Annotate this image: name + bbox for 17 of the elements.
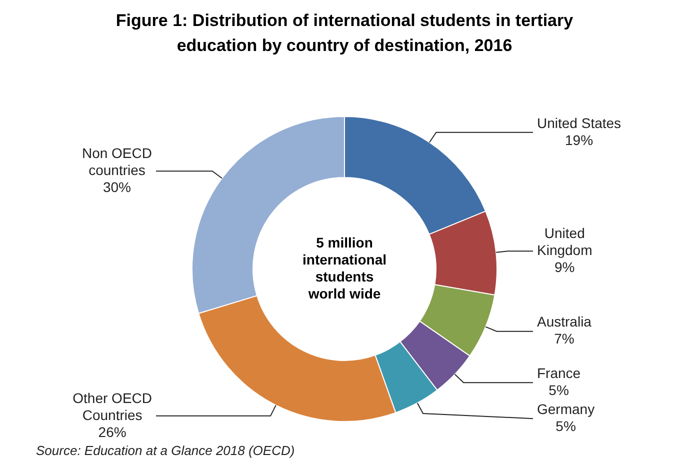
slice-label: Australia <box>537 314 592 330</box>
text: 5 million international students world wide <box>302 234 387 302</box>
data-label: 19% <box>565 132 594 148</box>
slice-label: Germany <box>536 400 595 417</box>
data-label: 30% <box>102 178 132 195</box>
data-label: 5% <box>556 418 576 434</box>
data-label: 7% <box>554 330 574 347</box>
slice-label: Non OECD countries <box>82 144 152 178</box>
slice-label: France <box>536 364 581 381</box>
chart-title: Figure 1: Distribution of international students in tertiary education by country of destination, 2016 <box>114 10 574 57</box>
source-note: Source: Education at a Glance 2018 (OECD) <box>36 443 295 458</box>
data-label: 9% <box>554 258 575 275</box>
data-label: 26% <box>98 424 126 440</box>
slice-label: United Kingdom <box>536 224 592 258</box>
data-label: 5% <box>548 382 569 398</box>
slice-label: United States <box>536 114 622 131</box>
slice-label: Other OECD Countries <box>72 390 152 423</box>
